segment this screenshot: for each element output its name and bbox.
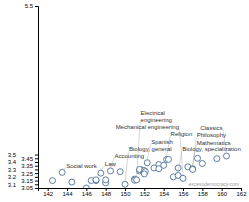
x-tick-label: 152 — [140, 191, 151, 197]
point — [166, 156, 172, 162]
point — [98, 170, 104, 176]
y-tick-mark — [35, 155, 38, 156]
y-tick-label: 3.1 — [8, 182, 17, 188]
x-tick-label: 162 — [236, 191, 247, 197]
y-tick: 3.15 — [21, 178, 38, 184]
leader-line — [178, 151, 182, 172]
point — [161, 162, 167, 168]
point-label: Classics — [200, 125, 222, 131]
x-tick-label: 154 — [159, 191, 170, 197]
plot: 1421441461481501521541561581601623.053.1… — [8, 3, 248, 197]
x-tick-label: 142 — [43, 191, 54, 197]
y-tick-mark — [35, 166, 38, 167]
x-tick-label: 144 — [62, 191, 73, 197]
y-tick-mark — [35, 158, 38, 159]
point — [175, 165, 181, 171]
chart: 1421441461481501521541561581601623.053.1… — [0, 0, 249, 202]
x-tick: 142 — [43, 188, 54, 197]
y-tick: 3.35 — [21, 163, 38, 169]
y-tick-mark — [35, 177, 38, 178]
point — [134, 177, 140, 183]
point-label: Religion — [171, 131, 193, 137]
point-label: Philosophy — [197, 132, 226, 138]
point-label: Biology, general — [129, 146, 172, 152]
point — [144, 160, 150, 166]
y-tick-mark — [35, 169, 38, 170]
y-tick: 3.25 — [21, 171, 38, 177]
point — [117, 169, 123, 175]
annotations: excessdemocracy.com Social work Law Account… — [62, 110, 241, 187]
point — [190, 166, 196, 172]
y-tick-mark — [35, 173, 38, 174]
point — [190, 166, 196, 172]
y-tick-mark — [35, 184, 38, 185]
point-label: Accounting — [115, 153, 145, 159]
y-tick-label: 5.5 — [25, 3, 34, 9]
x-tick: 146 — [82, 188, 93, 197]
point — [93, 177, 99, 183]
x-tick: 162 — [236, 188, 247, 197]
point — [83, 185, 89, 188]
y-tick-label: 3.05 — [21, 185, 33, 191]
point — [199, 160, 205, 166]
y-tick-label: 3.15 — [21, 178, 33, 184]
y-tick-label: 3.3 — [8, 167, 17, 173]
y-tick-label: 3.4 — [8, 159, 17, 165]
point-label: Mathematics — [197, 140, 231, 146]
point — [141, 171, 147, 177]
watermark: excessdemocracy.com — [189, 181, 239, 187]
y-tick-label: 3.2 — [8, 174, 17, 180]
x-tick: 158 — [198, 188, 209, 197]
y-tick: 3.05 — [21, 185, 38, 191]
point-label: Law — [105, 161, 117, 167]
point — [108, 168, 114, 174]
leader-line — [62, 168, 66, 169]
x-tick-label: 160 — [217, 191, 228, 197]
point-label: Electricalengineering — [141, 110, 172, 123]
point-label: Spanish — [151, 139, 173, 145]
point — [180, 175, 186, 181]
y-tick-mark — [35, 188, 38, 189]
x-tick: 156 — [178, 188, 189, 197]
point-label: Social work — [66, 163, 98, 169]
y-tick-label: 3.35 — [21, 163, 33, 169]
point-label: Mechanical engineering — [116, 124, 179, 130]
x-tick-label: 150 — [120, 191, 131, 197]
x-tick-label: 158 — [198, 191, 209, 197]
point — [103, 177, 109, 183]
x-tick: 152 — [140, 188, 151, 197]
y-axis-line — [35, 7, 39, 189]
y-tick-label: 3.45 — [21, 156, 33, 162]
point — [93, 178, 99, 184]
x-tick: 150 — [120, 188, 131, 197]
point — [59, 169, 65, 175]
point — [122, 181, 128, 187]
x-tick: 160 — [217, 188, 228, 197]
point — [50, 178, 56, 184]
x-axis: 142 144 146 148 150 152 154 156 158 160 162 — [39, 188, 248, 197]
y-axis: 3.05 3.1 3.15 3.2 3.25 3.3 3.35 3.4 3.45 3.5 5.5 — [8, 3, 39, 191]
point — [195, 155, 201, 161]
x-tick-label: 156 — [178, 191, 189, 197]
x-tick: 144 — [62, 188, 73, 197]
y-tick: 5.5 — [25, 3, 38, 9]
y-tick: 3.45 — [21, 156, 38, 162]
x-tick-label: 148 — [101, 191, 112, 197]
y-tick-label: 3.5 — [8, 152, 17, 158]
point-label: Biology, specialization — [182, 146, 241, 152]
y-tick-mark — [35, 162, 38, 163]
x-tick-label: 146 — [82, 191, 93, 197]
point — [224, 153, 230, 159]
y-tick: 3.5 — [8, 152, 38, 158]
y-tick-mark — [35, 6, 38, 7]
y-tick-mark — [35, 181, 38, 182]
point — [214, 156, 220, 162]
leader-line — [101, 166, 105, 170]
point — [69, 179, 75, 185]
x-tick: 148 — [101, 188, 112, 197]
x-tick: 154 — [159, 188, 170, 197]
y-tick-label: 3.25 — [21, 171, 33, 177]
